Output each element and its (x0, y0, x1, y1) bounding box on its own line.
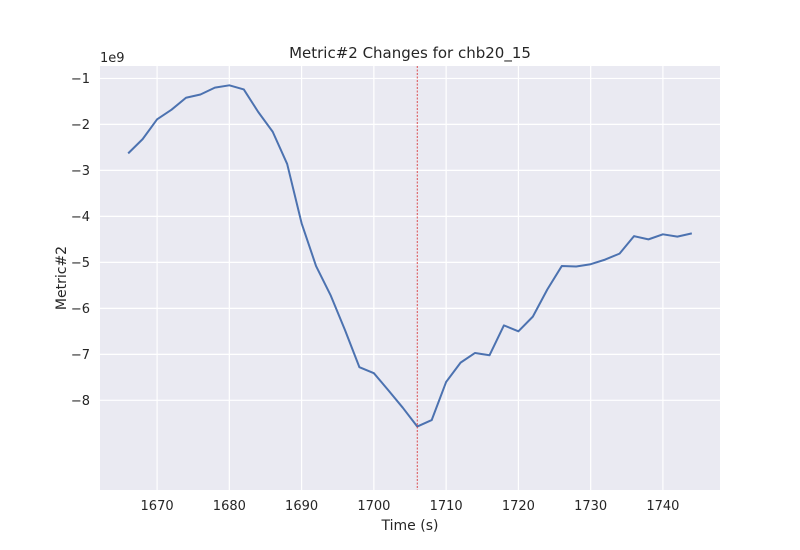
y-tick-label: −5 (71, 256, 90, 271)
x-axis-label: Time (s) (381, 518, 439, 534)
y-tick-label: −3 (71, 164, 90, 179)
series-line (127, 84, 693, 428)
y-scale-label: 1e9 (100, 51, 125, 66)
x-tick-label: 1710 (430, 499, 463, 514)
y-tick-label: −1 (71, 72, 90, 87)
y-tick-label: −7 (71, 348, 90, 363)
y-tick-label: −2 (71, 118, 90, 133)
y-tick-labels: −8 −7 −6 −5 −4 −3 −2 −1 (71, 72, 90, 409)
series-layer (127, 84, 693, 428)
x-tick-label: 1670 (141, 499, 174, 514)
x-tick-label: 1700 (357, 499, 390, 514)
plot-background (100, 66, 720, 490)
y-tick-label: −6 (71, 302, 90, 317)
x-tick-labels: 1670 1680 1690 1700 1710 1720 1730 1740 (141, 499, 680, 514)
y-axis-label: Metric#2 (54, 246, 70, 310)
x-tick-label: 1690 (285, 499, 318, 514)
grid (100, 66, 720, 490)
x-tick-label: 1680 (213, 499, 246, 514)
x-tick-label: 1740 (646, 499, 679, 514)
chart-title: Metric#2 Changes for chb20_15 (289, 44, 531, 63)
x-tick-label: 1730 (574, 499, 607, 514)
y-tick-label: −4 (71, 210, 90, 225)
x-tick-label: 1720 (502, 499, 535, 514)
y-tick-label: −8 (71, 394, 90, 409)
